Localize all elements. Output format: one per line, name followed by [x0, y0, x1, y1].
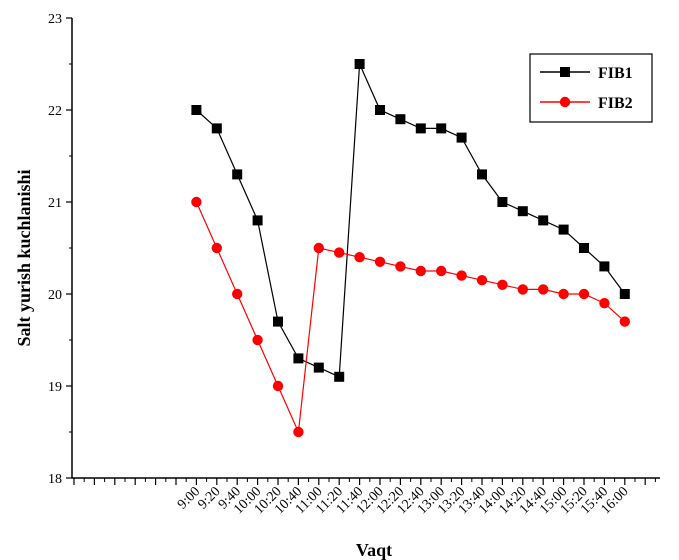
- data-point: [191, 105, 202, 115]
- x-axis-title: Vaqt: [356, 540, 392, 560]
- legend: FIB1 FIB2: [529, 53, 653, 123]
- data-point: [619, 289, 630, 299]
- data-point: [538, 215, 549, 226]
- series-fib1: [191, 59, 630, 382]
- legend-label: FIB1: [598, 65, 633, 82]
- data-point: [252, 334, 263, 346]
- data-point: [599, 261, 610, 272]
- legend-marker: [559, 96, 571, 108]
- data-point: [334, 247, 345, 258]
- data-point: [252, 215, 263, 226]
- data-point: [211, 123, 222, 134]
- data-point: [599, 298, 610, 309]
- y-tick-label: 18: [48, 472, 62, 487]
- data-point: [517, 284, 528, 295]
- data-point: [436, 265, 447, 277]
- data-point: [374, 256, 386, 267]
- data-point: [232, 169, 243, 180]
- data-point: [273, 316, 283, 327]
- data-point: [272, 380, 284, 392]
- data-point: [395, 261, 406, 272]
- data-point: [415, 265, 426, 277]
- data-point: [578, 288, 590, 300]
- y-tick-label: 20: [48, 288, 62, 303]
- data-point: [211, 242, 222, 254]
- data-point: [354, 252, 365, 263]
- data-point: [558, 288, 569, 300]
- data-point: [558, 224, 569, 235]
- data-point: [579, 243, 589, 253]
- data-point: [436, 123, 447, 134]
- series-fib2: [191, 196, 630, 438]
- y-axis-title: Salt yurish kuchlanishi: [14, 169, 34, 346]
- x-axis-ticks: 9:009:209:4010:0010:2010:4011:0011:2011:…: [73, 478, 656, 517]
- legend-marker: [560, 67, 570, 77]
- data-point: [456, 270, 467, 281]
- data-point: [538, 284, 549, 295]
- legend-label: FIB2: [598, 95, 633, 112]
- data-point: [232, 288, 243, 300]
- data-point: [395, 114, 406, 125]
- y-tick-label: 19: [48, 380, 62, 395]
- legend-box: [529, 53, 653, 123]
- data-point: [477, 169, 487, 180]
- data-point: [313, 362, 324, 373]
- data-point: [334, 371, 345, 382]
- data-point: [293, 426, 304, 438]
- data-point: [456, 132, 467, 143]
- y-axis-ticks: 18 19 20 21 22 23: [48, 12, 72, 487]
- data-point: [293, 353, 304, 364]
- data-point: [313, 242, 324, 254]
- series-line: [195, 63, 626, 378]
- data-point: [497, 279, 508, 290]
- data-point: [375, 105, 385, 115]
- y-tick-label: 21: [48, 196, 62, 211]
- data-point: [191, 196, 202, 208]
- data-point: [415, 123, 426, 134]
- y-tick-label: 22: [48, 104, 62, 119]
- data-point: [476, 275, 488, 286]
- series-layer: [191, 59, 630, 438]
- data-point: [354, 59, 365, 69]
- series-line: [195, 201, 626, 435]
- data-point: [517, 206, 528, 217]
- data-point: [497, 197, 508, 207]
- data-point: [619, 316, 630, 327]
- y-tick-label: 23: [48, 12, 62, 27]
